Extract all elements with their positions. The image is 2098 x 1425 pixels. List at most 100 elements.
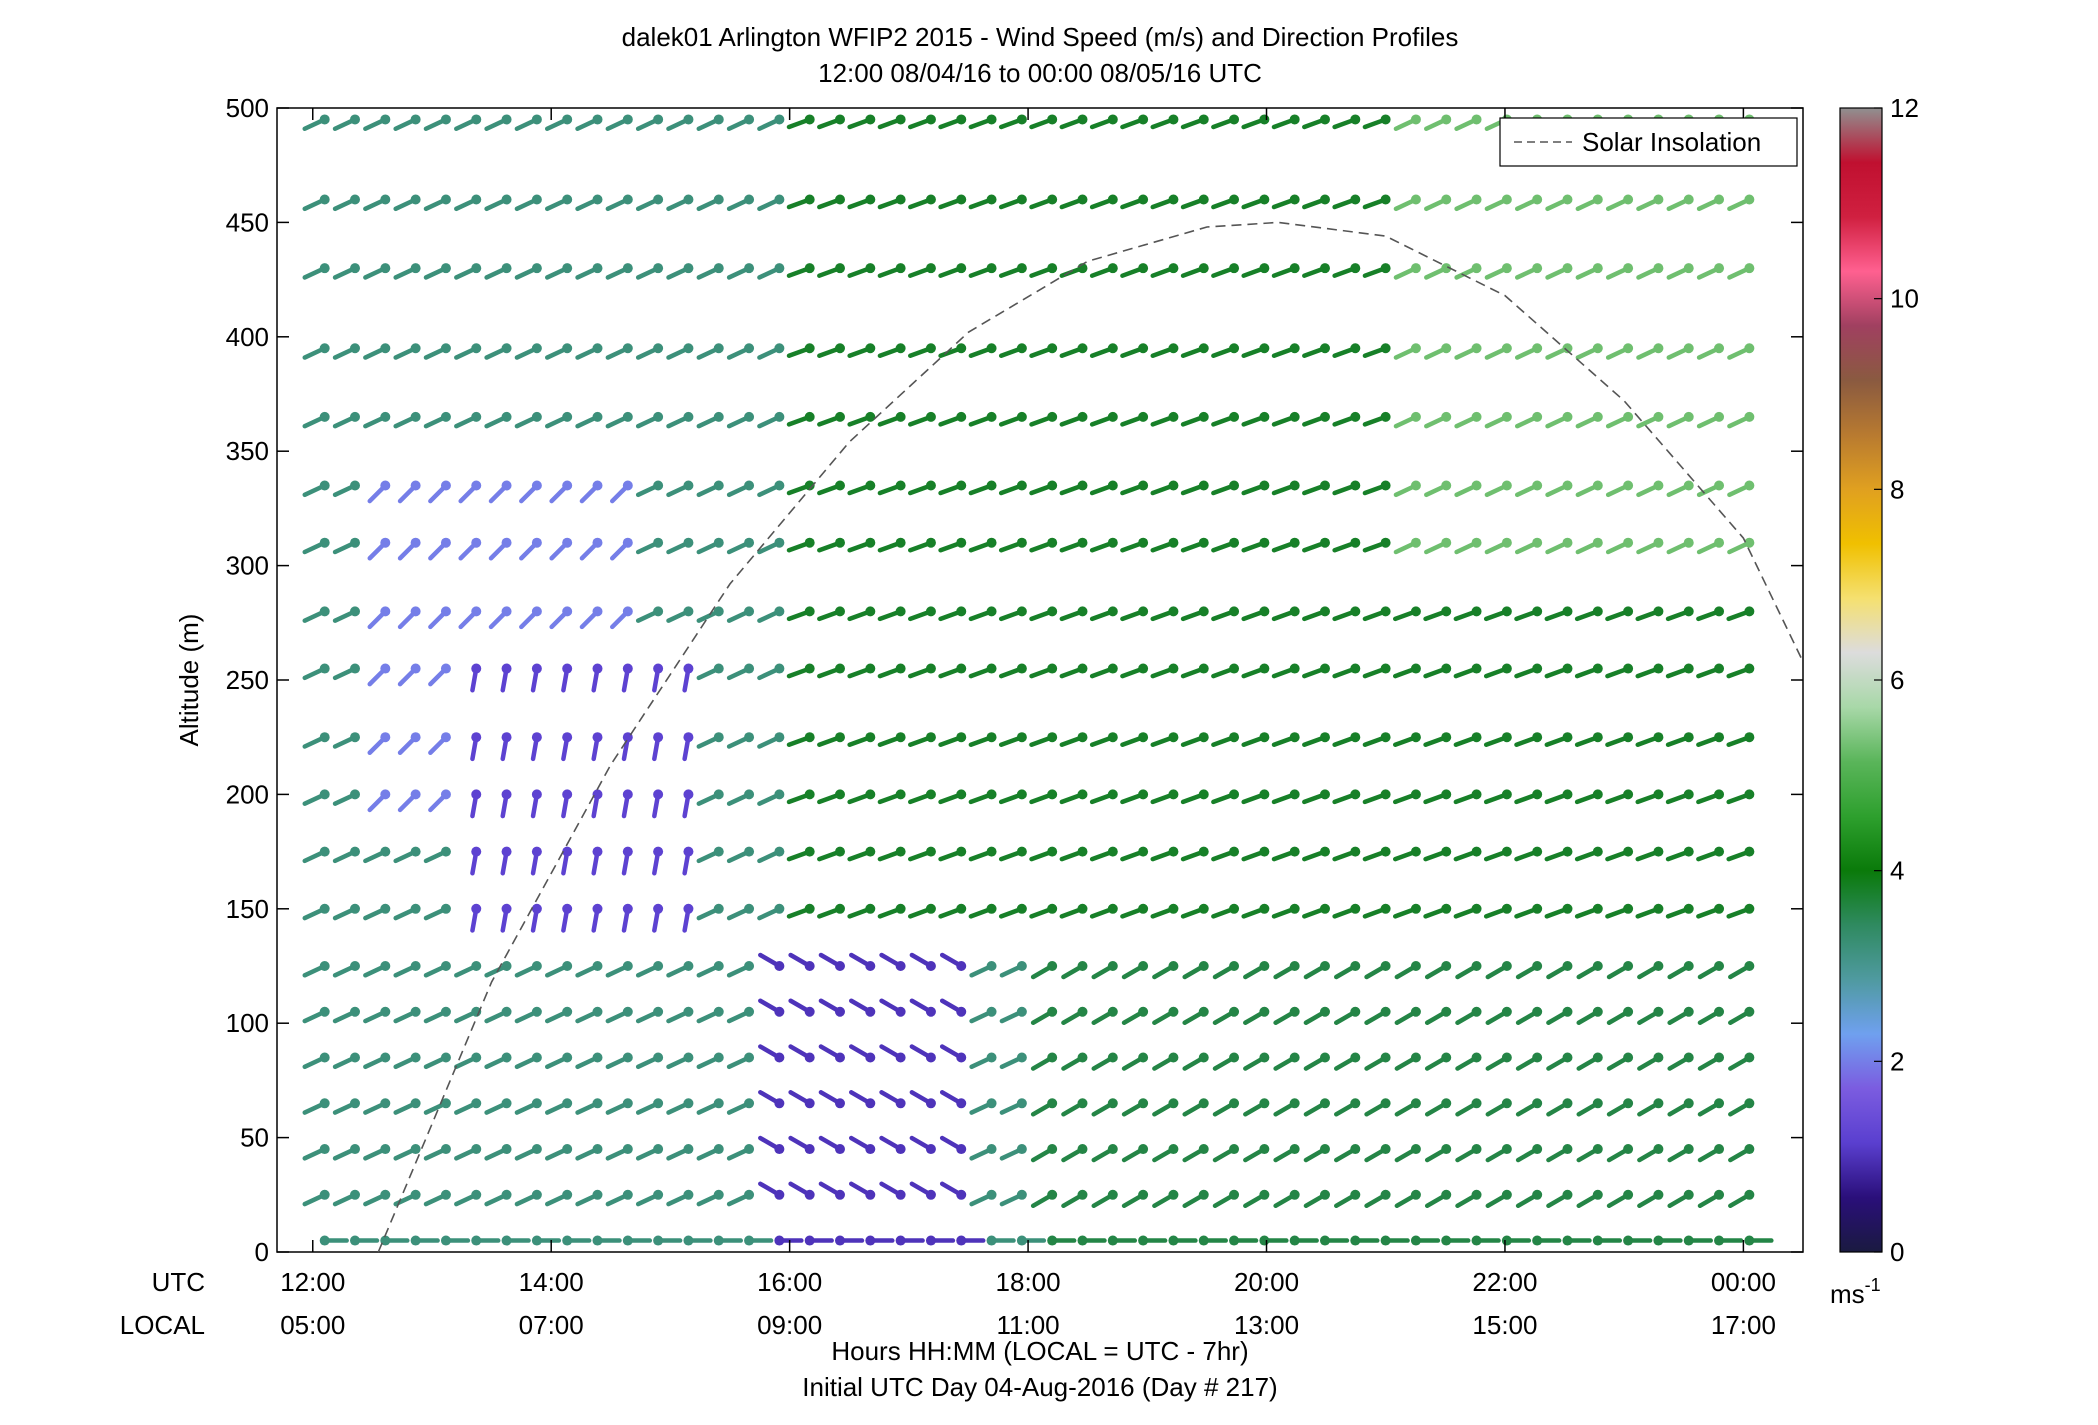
colorbar-unit-exponent: -1 <box>1865 1275 1881 1295</box>
wind-barb <box>788 998 815 1017</box>
wind-barb-dot <box>1107 789 1118 800</box>
wind-barb <box>998 789 1027 805</box>
wind-barb <box>1198 1235 1228 1246</box>
wind-barb-dot <box>895 663 906 674</box>
wind-barb <box>1574 846 1603 862</box>
wind-barb <box>682 846 694 876</box>
wind-barb <box>302 1052 330 1070</box>
wind-barb-dot <box>562 1189 573 1200</box>
x-tick-label-local: 17:00 <box>1711 1310 1776 1340</box>
wind-barb <box>423 114 451 131</box>
wind-barb-dot <box>1259 663 1270 674</box>
wind-barb-dot <box>1471 263 1482 274</box>
wind-barb-dot <box>1471 961 1482 971</box>
wind-barb <box>1212 1052 1240 1071</box>
wind-barb-dot <box>592 343 603 354</box>
wind-barb <box>1362 480 1391 496</box>
wind-barb-dot <box>956 1235 967 1246</box>
wind-barb <box>908 663 936 679</box>
wind-barb <box>1424 194 1452 212</box>
wind-barb-dot <box>440 263 451 274</box>
wind-barb-dot <box>1623 961 1634 971</box>
wind-barb <box>968 903 997 919</box>
wind-barb-dot <box>1623 846 1634 857</box>
wind-barb <box>454 1098 482 1115</box>
wind-barb <box>786 194 815 210</box>
wind-barb-dot <box>986 1235 997 1246</box>
wind-barb <box>849 1135 876 1155</box>
wind-barb-dot <box>622 114 633 125</box>
wind-barb-dot <box>622 903 633 914</box>
wind-barb <box>998 903 1027 919</box>
wind-barb <box>1726 663 1755 679</box>
wind-barb <box>879 1090 906 1109</box>
wind-barb-dot <box>1623 1144 1634 1155</box>
wind-barb <box>682 903 694 933</box>
wind-barb-dot <box>653 194 664 205</box>
wind-barb <box>514 1189 542 1207</box>
wind-barb <box>1453 846 1482 862</box>
wind-barb-dot <box>1532 1235 1543 1246</box>
wind-barb-dot <box>1501 789 1512 800</box>
wind-barb <box>1454 194 1482 212</box>
wind-barb <box>1424 343 1452 360</box>
wind-barb <box>956 1235 986 1246</box>
wind-barb-dot <box>1077 606 1088 617</box>
wind-barb-dot <box>1441 343 1452 354</box>
wind-barb-dot <box>319 903 330 914</box>
wind-barb <box>428 732 451 756</box>
wind-barb <box>1483 846 1512 862</box>
wind-barb <box>925 1235 956 1246</box>
wind-barb-dot <box>319 663 330 674</box>
wind-barb <box>696 1189 724 1207</box>
wind-barb <box>1635 903 1664 919</box>
colorbar-tick-label: 2 <box>1890 1046 1904 1076</box>
wind-barb <box>332 537 360 555</box>
wind-barb-dot <box>1653 194 1664 205</box>
wind-barb-dot <box>1501 480 1512 491</box>
wind-barb-dot <box>1623 732 1634 743</box>
wind-barb <box>1350 1235 1380 1246</box>
wind-barb-dot <box>319 606 330 617</box>
wind-barb-dot <box>1744 1235 1755 1246</box>
wind-barb <box>561 846 573 876</box>
wind-barb-dot <box>1592 961 1603 971</box>
wind-barb <box>1241 537 1270 553</box>
wind-barb <box>363 1006 391 1024</box>
wind-barb <box>1243 1098 1270 1117</box>
wind-barb <box>1637 1144 1664 1163</box>
wind-barb <box>726 846 755 864</box>
wind-barb-dot <box>1229 1052 1240 1063</box>
wind-barb-dot <box>1350 846 1361 857</box>
wind-barb-dot <box>349 789 360 800</box>
wind-barb-dot <box>1532 1006 1543 1017</box>
wind-barb <box>562 1235 592 1246</box>
wind-barb-dot <box>592 411 603 422</box>
wind-barb-dot <box>895 1235 906 1246</box>
wind-barb-dot <box>349 1144 360 1155</box>
wind-barb <box>575 114 603 131</box>
wind-barb-dot <box>592 846 603 857</box>
wind-barb-dot <box>1289 846 1300 857</box>
wind-barb-dot <box>1471 1144 1482 1155</box>
wind-barb-dot <box>744 663 755 674</box>
wind-barb-dot <box>1683 846 1694 857</box>
wind-barb-dot <box>349 263 360 274</box>
wind-barb-dot <box>440 1189 451 1200</box>
wind-barb <box>999 961 1027 978</box>
wind-barb <box>998 846 1027 862</box>
wind-barb-dot <box>1683 1235 1694 1246</box>
wind-barb <box>423 846 451 864</box>
wind-barb-dot <box>1138 1098 1149 1109</box>
wind-barb-dot <box>986 846 997 857</box>
wind-barb <box>514 343 542 360</box>
wind-barb <box>1484 263 1512 280</box>
wind-barb <box>1302 480 1330 496</box>
wind-barb-dot <box>1592 903 1603 914</box>
wind-barb <box>519 537 542 561</box>
wind-barb <box>758 1090 785 1109</box>
wind-barb <box>1029 663 1058 679</box>
x-axis-utc-row-label: UTC <box>152 1267 205 1297</box>
wind-barb-dot <box>1138 903 1149 914</box>
wind-barb <box>1333 961 1361 980</box>
